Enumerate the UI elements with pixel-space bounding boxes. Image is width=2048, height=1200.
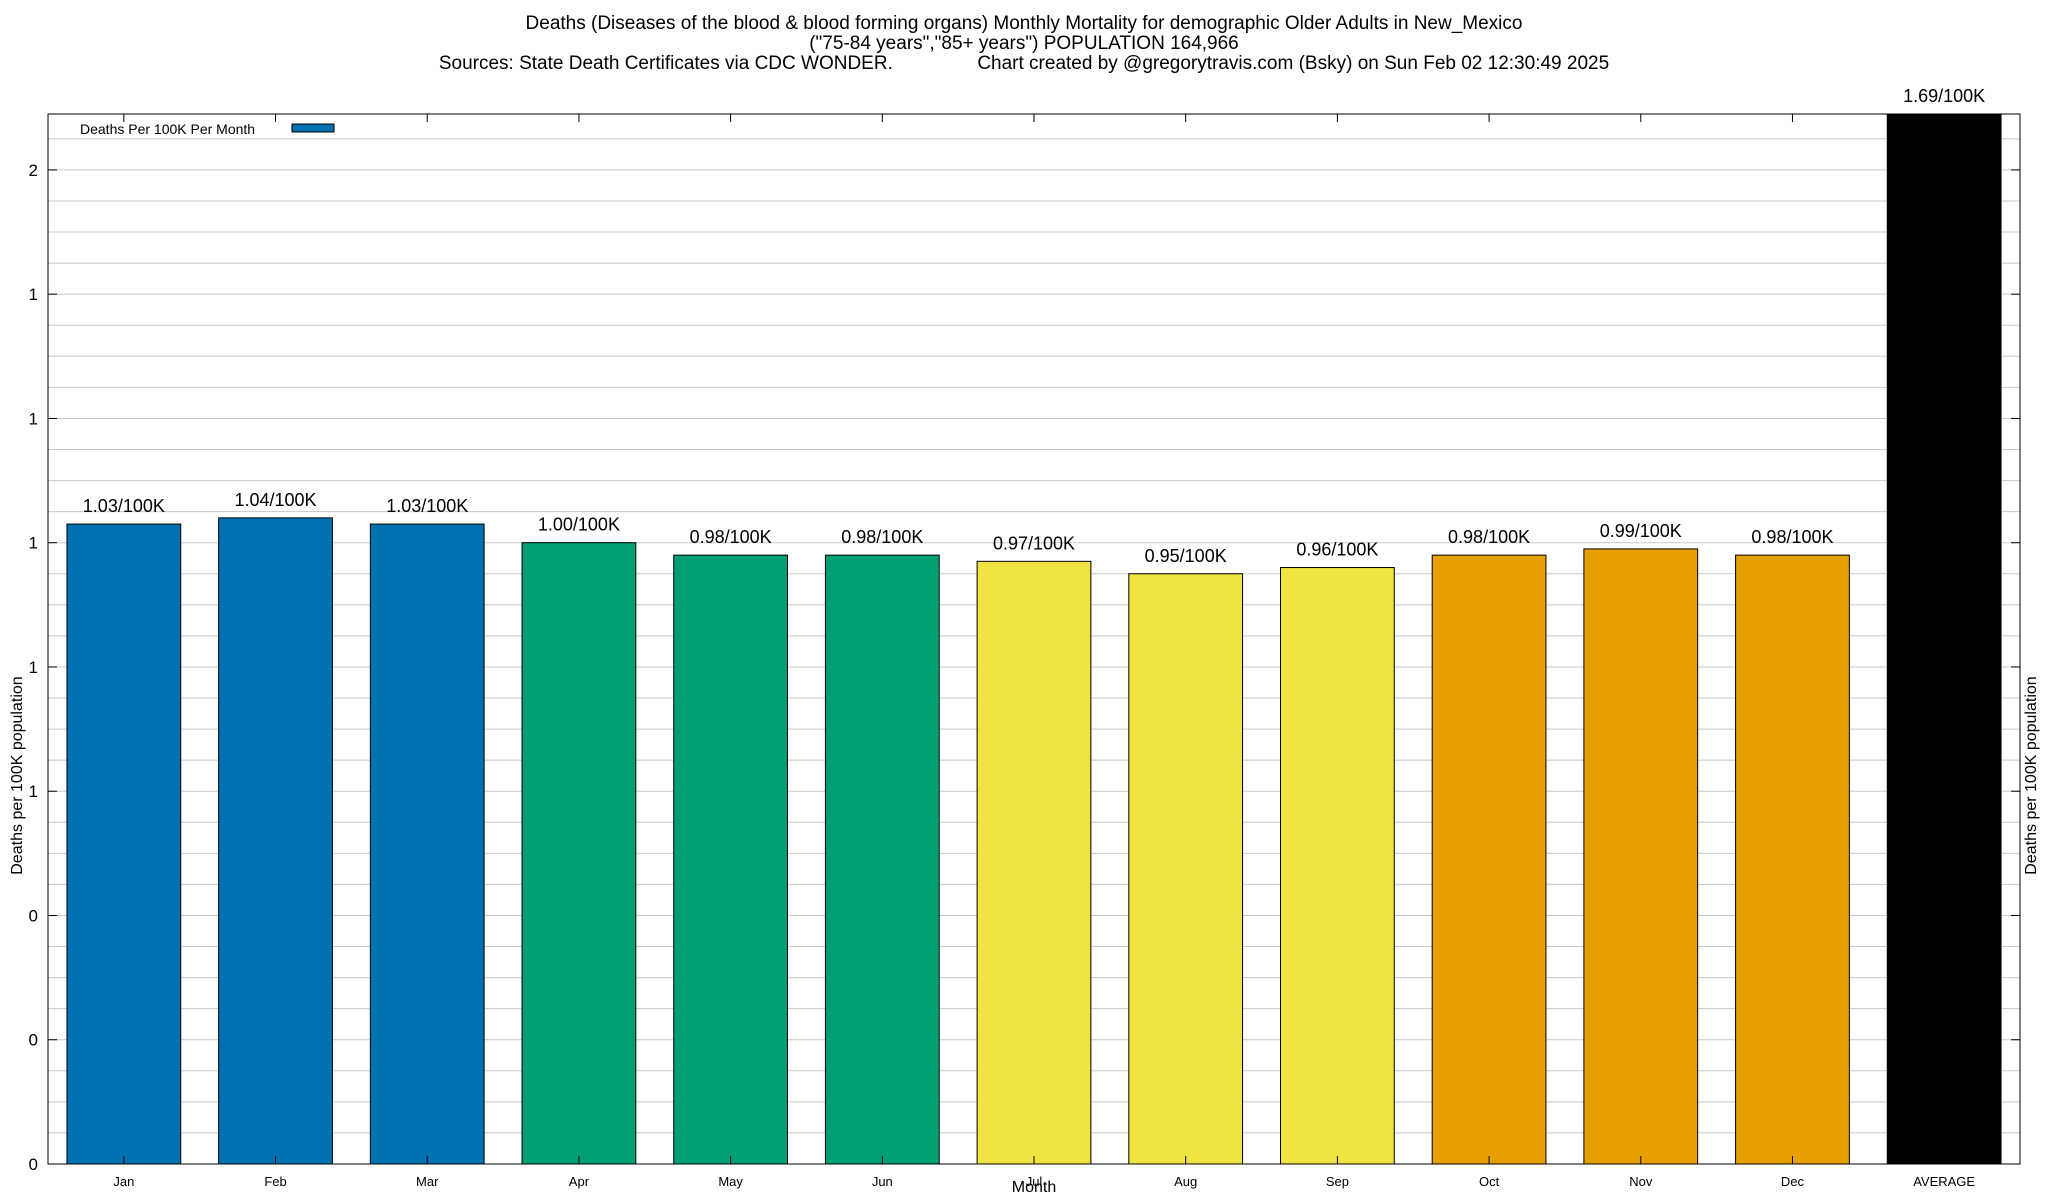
bar: [1280, 567, 1395, 1165]
y-tick-label: 1: [29, 285, 38, 304]
bar-value-label: 0.95/100K: [1145, 546, 1227, 566]
x-tick-label: Nov: [1629, 1174, 1653, 1189]
x-tick-label: Dec: [1781, 1174, 1805, 1189]
bar: [1431, 554, 1547, 1165]
legend-swatch: [291, 123, 335, 133]
tick-labels: 0 0 0 1 1 1 1 1 2 1.03/100K Jan 1.04/100K Feb 1.03/10…: [29, 86, 1986, 1189]
y-tick-label: 0: [29, 906, 38, 925]
x-tick-label: Jul: [1026, 1174, 1043, 1189]
bar: [521, 542, 637, 1165]
bar: [824, 554, 940, 1165]
x-tick-label: Oct: [1479, 1174, 1500, 1189]
y-tick-label: 1: [29, 534, 38, 553]
bar: [369, 523, 485, 1165]
bar-value-label: 0.99/100K: [1600, 521, 1682, 541]
chart-source-line: Sources: State Death Certificates via CD…: [438, 53, 1610, 74]
bar: [1128, 573, 1244, 1165]
x-tick-label: Jan: [113, 1174, 134, 1189]
x-axis-label: Month: [1012, 1179, 1056, 1196]
x-tick-label: AVERAGE: [1913, 1174, 1975, 1189]
y-tick-label: 2: [29, 161, 38, 180]
chart-title-block: Deaths (Diseases of the blood & blood fo…: [0, 14, 2048, 74]
chart-subtitle: ("75-84 years","85+ years") POPULATION 1…: [809, 33, 1239, 54]
bar-value-label: 0.98/100K: [1448, 527, 1530, 547]
y-tick-label: 0: [29, 1155, 38, 1174]
bar-value-label: 1.04/100K: [234, 490, 316, 510]
chart-title: Deaths (Diseases of the blood & blood fo…: [525, 13, 1523, 34]
y-tick-label: 0: [29, 1031, 38, 1050]
x-tick-label: Mar: [416, 1174, 439, 1189]
bar-value-label: 0.96/100K: [1296, 540, 1378, 560]
bar-value-label: 1.03/100K: [83, 496, 165, 516]
x-tick-label: Aug: [1174, 1174, 1197, 1189]
bar: [1583, 548, 1699, 1165]
x-tick-label: May: [718, 1174, 743, 1189]
bar: [218, 517, 333, 1165]
bar-value-label: 0.98/100K: [690, 527, 772, 547]
y-tick-label: 1: [29, 658, 38, 677]
y-axis-label-right: Deaths per 100K population: [2023, 676, 2040, 874]
x-tick-label: Sep: [1326, 1174, 1349, 1189]
bar-value-label: 0.98/100K: [841, 527, 923, 547]
bar-value-label: 0.97/100K: [993, 533, 1075, 553]
x-tick-label: Apr: [569, 1174, 590, 1189]
bar: [1886, 113, 2002, 1165]
bar-value-label: 1.03/100K: [386, 496, 468, 516]
bar: [66, 523, 182, 1165]
legend-entry-label: Deaths Per 100K Per Month: [80, 121, 255, 137]
bars: [66, 113, 2002, 1165]
bar-value-label: 0.98/100K: [1751, 527, 1833, 547]
x-tick-label: Jun: [872, 1174, 893, 1189]
bar: [673, 554, 789, 1165]
bar: [1735, 554, 1850, 1165]
y-tick-label: 1: [29, 782, 38, 801]
x-tick-label: Feb: [264, 1174, 286, 1189]
y-axis-label: Deaths per 100K population: [9, 676, 26, 874]
y-tick-label: 1: [29, 409, 38, 428]
axis-ticks: [48, 114, 2020, 1165]
bar: [976, 560, 1092, 1165]
bar-value-label: 1.69/100K: [1903, 86, 1985, 106]
bar-value-label: 1.00/100K: [538, 515, 620, 535]
legend: Deaths Per 100K Per Month: [80, 121, 335, 137]
